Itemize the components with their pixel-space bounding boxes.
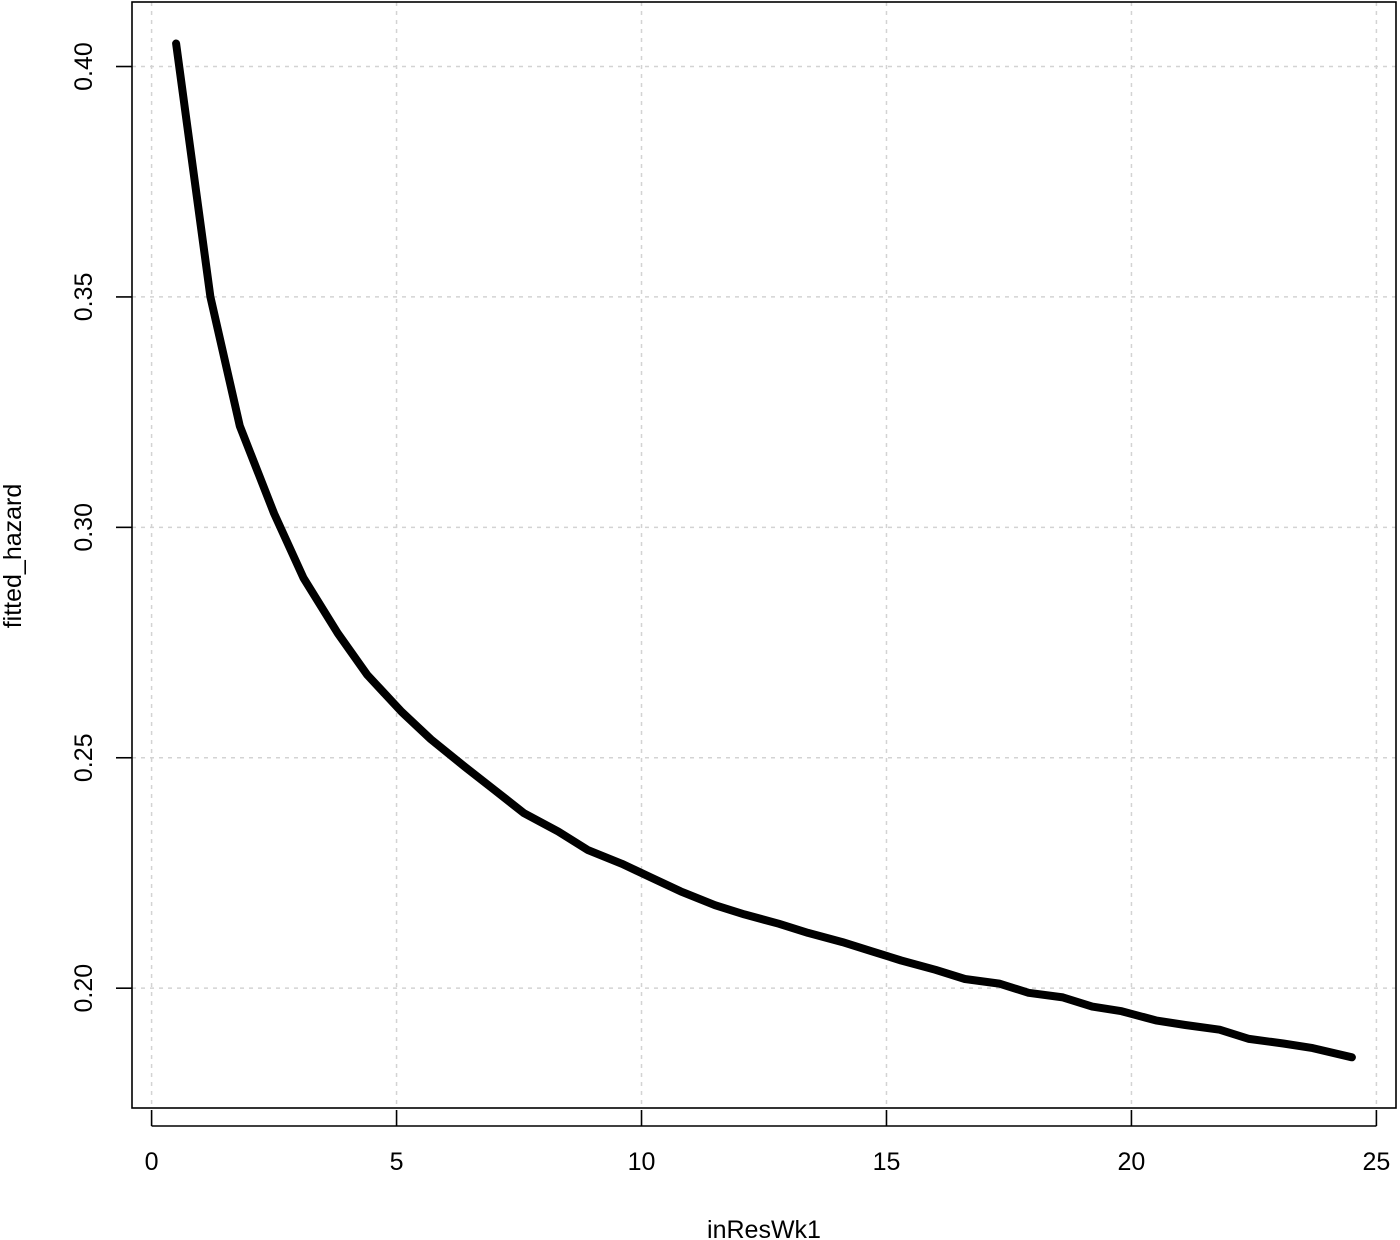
y-tick-label: 0.30 xyxy=(70,503,98,552)
x-tick-label: 15 xyxy=(873,1148,901,1176)
x-axis: 0 5 10 15 20 25 xyxy=(145,1110,1390,1176)
series-layer xyxy=(172,39,1356,1062)
x-tick-label: 0 xyxy=(145,1148,159,1176)
y-axis: 0.20 0.25 0.30 0.35 0.40 xyxy=(70,42,132,1013)
y-tick-label: 0.40 xyxy=(70,42,98,91)
x-tick-label: 5 xyxy=(390,1148,404,1176)
plot-frame xyxy=(131,1,1397,1109)
x-axis-label: inResWk1 xyxy=(707,1216,821,1240)
x-tick-label: 10 xyxy=(628,1148,656,1176)
x-tick-label: 25 xyxy=(1362,1148,1390,1176)
series-line xyxy=(172,39,1356,1062)
x-tick-label: 20 xyxy=(1118,1148,1146,1176)
grid-lines xyxy=(132,2,1396,1108)
y-axis-label: fitted_hazard xyxy=(0,484,27,629)
y-tick-label: 0.20 xyxy=(70,964,98,1013)
y-tick-label: 0.35 xyxy=(70,273,98,322)
y-tick-label: 0.25 xyxy=(70,733,98,782)
